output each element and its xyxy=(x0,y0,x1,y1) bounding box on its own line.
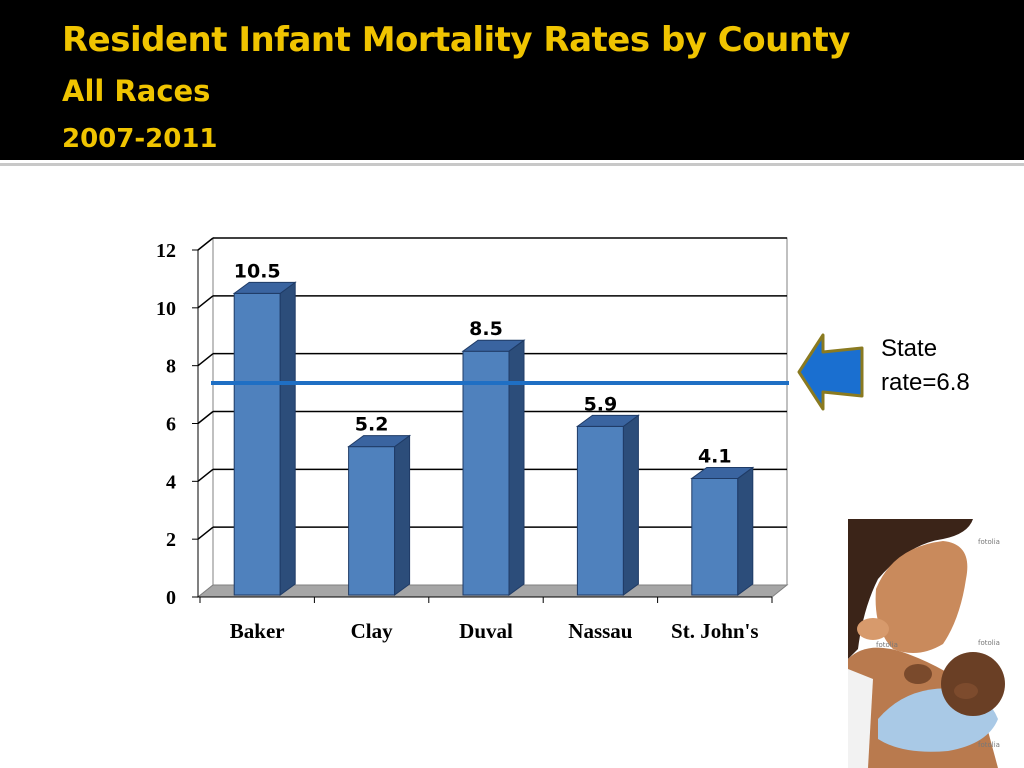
header-divider xyxy=(0,163,1024,166)
category-label: Clay xyxy=(351,619,394,643)
bar-side xyxy=(279,281,296,596)
bar xyxy=(233,292,281,596)
watermark-text: fotolia xyxy=(978,741,1000,749)
slide-years: 2007-2011 xyxy=(62,124,218,154)
data-label: 8.5 xyxy=(469,318,503,340)
gridline-diagonal xyxy=(197,468,214,482)
labels: 0 2 4 6 8 10 12 10.5 Baker 5.2 Clay 8.5 Duval 5.9 Nass… xyxy=(156,240,759,643)
y-tick-label: 10 xyxy=(156,298,176,320)
watermark-text: fotolia xyxy=(876,641,898,649)
y-tick-label: 0 xyxy=(166,587,176,609)
gridline-diagonal xyxy=(197,237,214,251)
bar-top xyxy=(232,281,297,294)
y-tick-label: 2 xyxy=(166,529,176,551)
photo-illustration xyxy=(848,519,1024,768)
bar xyxy=(348,446,396,596)
state-rate-arrow-icon xyxy=(797,333,864,411)
watermark-text: fotolia xyxy=(978,538,1000,546)
title-banner xyxy=(0,0,1024,160)
watermark-text: fotolia xyxy=(978,639,1000,647)
bar xyxy=(576,425,624,596)
bar-side xyxy=(622,414,639,596)
state-rate-label: State rate=6.8 xyxy=(881,335,970,396)
data-label: 5.2 xyxy=(355,414,389,436)
gridline-diagonal xyxy=(197,526,214,540)
data-label: 10.5 xyxy=(234,260,281,282)
gridline-diagonal xyxy=(197,295,214,309)
y-tick-label: 12 xyxy=(156,240,176,262)
category-label: Baker xyxy=(230,619,285,643)
bar-top xyxy=(347,435,412,448)
bar-top xyxy=(575,414,640,427)
bar-side xyxy=(737,466,754,596)
gridline-diagonal xyxy=(197,410,214,425)
category-label: Duval xyxy=(459,619,513,643)
gridline-diagonal xyxy=(197,353,214,367)
y-tick-label: 8 xyxy=(166,356,176,378)
mother-and-baby-photo: fotolia fotolia fotolia fotolia xyxy=(848,519,1024,768)
data-label: 5.9 xyxy=(584,393,618,415)
y-tick-label: 6 xyxy=(166,414,176,436)
bars xyxy=(232,281,755,596)
bar-top xyxy=(461,339,526,352)
data-label: 4.1 xyxy=(698,445,732,467)
slide-subtitle: All Races xyxy=(62,74,211,108)
axes xyxy=(192,249,773,603)
bar-top xyxy=(690,466,755,479)
bar xyxy=(462,350,510,596)
category-label: St. John's xyxy=(671,619,759,643)
y-tick-label: 4 xyxy=(166,471,176,493)
arrow-left-icon xyxy=(797,333,864,411)
slide-title: Resident Infant Mortality Rates by Count… xyxy=(62,20,850,60)
bar-side xyxy=(394,434,411,596)
bar-side xyxy=(508,339,525,596)
category-label: Nassau xyxy=(568,619,633,643)
bar xyxy=(691,477,739,596)
